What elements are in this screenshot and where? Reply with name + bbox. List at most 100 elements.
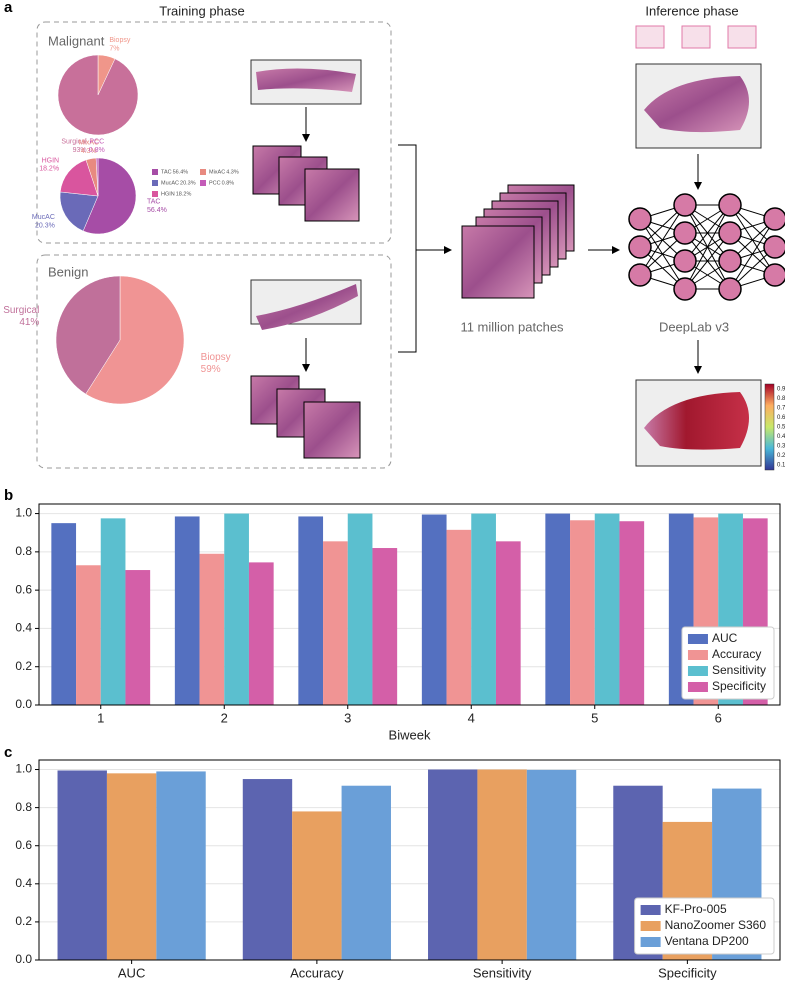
legend-swatch xyxy=(687,666,708,676)
bar xyxy=(292,811,342,960)
x-tick-label: Sensitivity xyxy=(473,965,532,980)
legend-swatch xyxy=(687,682,708,692)
edge xyxy=(684,232,731,290)
y-tick-label: 0.0 xyxy=(15,952,32,966)
y-tick-label: 0.2 xyxy=(15,659,32,673)
legend-label: NanoZoomer S360 xyxy=(665,918,767,932)
bar xyxy=(248,562,274,705)
bar xyxy=(619,521,645,705)
panel-label: c xyxy=(4,744,12,761)
training-title: Training phase xyxy=(159,3,245,18)
edge xyxy=(729,218,776,290)
bar xyxy=(125,570,151,705)
legend-label: Ventana DP200 xyxy=(665,934,749,948)
pie-label: MucAC xyxy=(32,214,55,221)
pie-value-label: 0.8% xyxy=(89,147,105,154)
y-tick-label: 0.8 xyxy=(15,800,32,814)
panel-label: a xyxy=(4,0,13,16)
benign-box xyxy=(36,254,392,469)
legend-swatch xyxy=(640,937,661,947)
legend-box xyxy=(681,626,775,700)
bar xyxy=(174,516,200,705)
pie-label: PCC xyxy=(89,139,104,146)
bar xyxy=(495,541,521,705)
bar xyxy=(421,514,447,705)
bar xyxy=(471,513,496,705)
pie-label: Biopsy xyxy=(109,37,131,44)
node xyxy=(763,235,785,259)
legend-label: Accuracy xyxy=(712,647,761,661)
patch xyxy=(303,401,361,459)
node xyxy=(673,277,697,301)
malignant-box xyxy=(36,21,392,244)
node xyxy=(763,207,785,231)
pie-value-label: 56.4% xyxy=(147,207,167,214)
pie-label: Surgical xyxy=(3,305,39,316)
panel-label: b xyxy=(4,487,13,504)
legend-swatch xyxy=(152,180,158,186)
patches-label: 11 million patches xyxy=(460,319,564,334)
pie-slice xyxy=(55,275,121,395)
plot-area xyxy=(39,504,780,705)
node xyxy=(718,277,742,301)
bar xyxy=(372,548,398,705)
bar xyxy=(199,553,225,705)
pie-value-label: 7% xyxy=(109,45,119,52)
bar xyxy=(106,773,157,960)
legend-swatch xyxy=(687,650,708,660)
node xyxy=(763,263,785,287)
node xyxy=(673,249,697,273)
legend-value: 4.3% xyxy=(226,169,239,175)
x-tick-label: AUC xyxy=(118,965,145,980)
x-axis-label: Biweek xyxy=(389,727,431,742)
tissue xyxy=(256,68,356,92)
colorbar-tick: 0.2 xyxy=(777,453,785,459)
hospital-icons xyxy=(635,25,757,49)
inference-title: Inference phase xyxy=(645,3,738,18)
legend-label: MucAC xyxy=(161,180,179,186)
y-tick-label: 0.6 xyxy=(15,582,32,596)
pie-value-label: 59% xyxy=(201,364,221,375)
colorbar-tick: 0.1 xyxy=(777,463,785,469)
x-tick-label: 4 xyxy=(468,710,475,725)
patch xyxy=(304,168,360,222)
pie-slice xyxy=(95,157,99,197)
node xyxy=(673,193,697,217)
bar xyxy=(57,770,107,960)
tissue xyxy=(644,76,749,133)
x-tick-label: Specificity xyxy=(658,965,717,980)
pie-slice xyxy=(85,275,185,405)
legend-swatch xyxy=(200,169,206,175)
y-tick-label: 0.2 xyxy=(15,914,32,928)
patch-stack xyxy=(461,184,575,299)
legend-label: KF-Pro-005 xyxy=(665,902,727,916)
pie-label: TAC xyxy=(147,199,160,206)
y-tick-label: 0.8 xyxy=(15,544,32,558)
y-tick-label: 1.0 xyxy=(15,506,32,520)
bar xyxy=(323,541,348,705)
bar xyxy=(242,779,293,960)
pie-label: HGIN xyxy=(42,157,60,164)
pie-slice xyxy=(59,191,99,232)
node xyxy=(718,193,742,217)
bar xyxy=(594,513,620,705)
legend-swatch xyxy=(640,921,661,931)
node xyxy=(628,263,652,287)
edge xyxy=(684,204,731,262)
bar xyxy=(570,520,595,705)
colorbar-tick: 0.8 xyxy=(777,396,785,402)
bar xyxy=(477,769,527,960)
heatmap xyxy=(644,392,749,450)
pie-label: Biopsy xyxy=(201,352,231,363)
pie-slice xyxy=(82,157,137,235)
legend-label: MixAC xyxy=(209,169,225,175)
legend-swatch xyxy=(640,905,661,915)
legend-label: Specificity xyxy=(712,679,766,693)
pie-value-label: 4.3% xyxy=(81,148,97,155)
bar xyxy=(446,529,472,705)
edge xyxy=(684,204,731,290)
legend-swatch xyxy=(200,180,206,186)
pie-value-label: 93% xyxy=(73,147,87,154)
x-tick-label: Accuracy xyxy=(290,965,344,980)
bar xyxy=(526,769,577,960)
